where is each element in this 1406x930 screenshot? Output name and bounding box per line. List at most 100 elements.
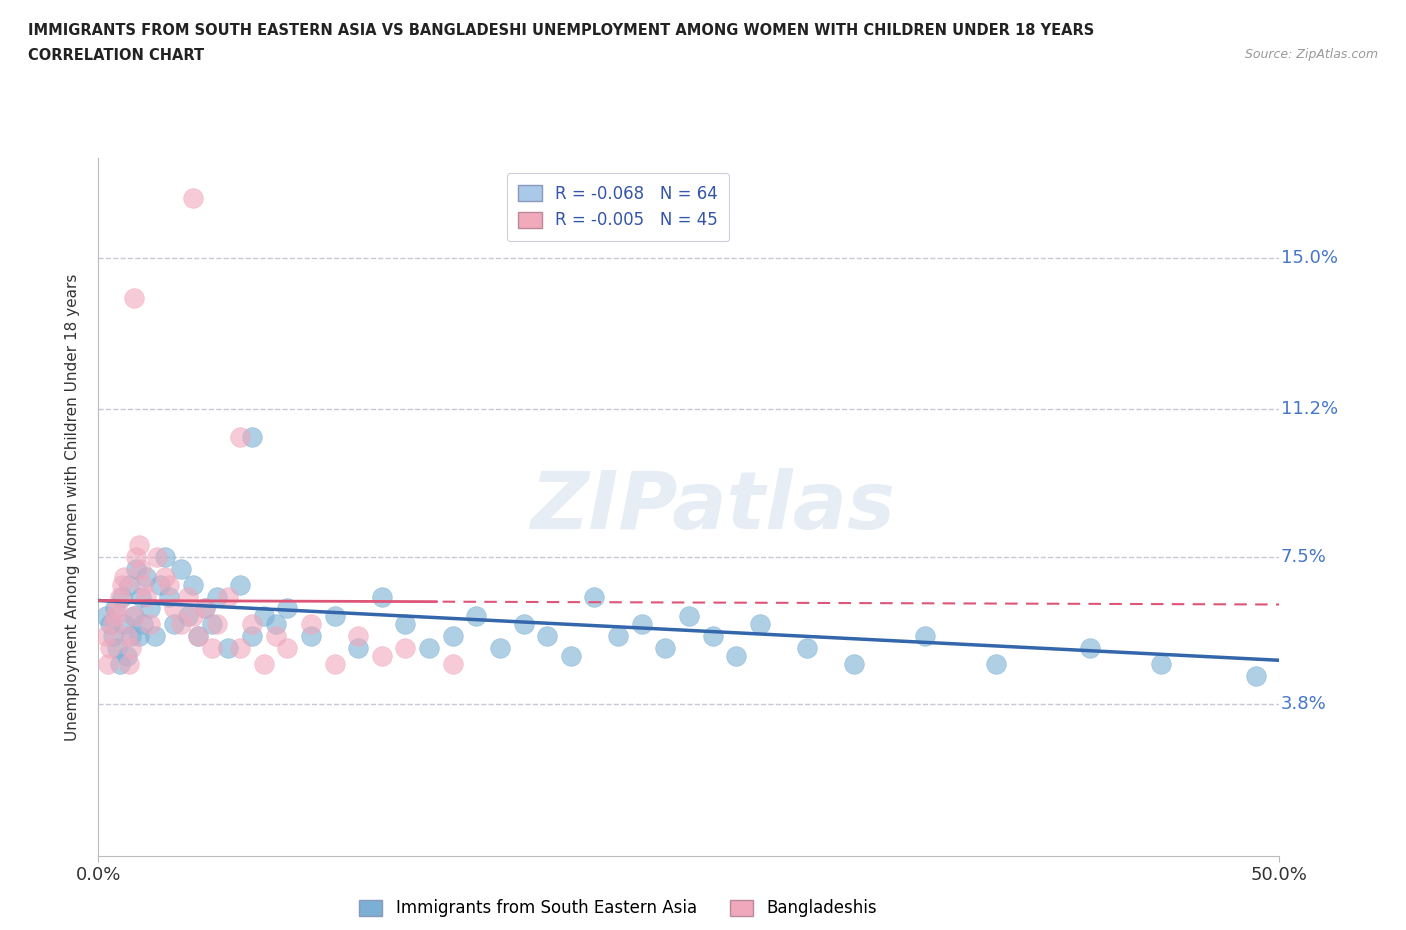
Point	[371, 589, 394, 604]
Point	[654, 641, 676, 656]
Point	[177, 589, 200, 604]
Text: IMMIGRANTS FROM SOUTH EASTERN ASIA VS BANGLADESHI UNEMPLOYMENT AMONG WOMEN WITH : IMMIGRANTS FROM SOUTH EASTERN ASIA VS BA…	[28, 23, 1094, 38]
Point	[323, 657, 346, 671]
Point	[1244, 669, 1267, 684]
Point	[111, 589, 134, 604]
Text: Source: ZipAtlas.com: Source: ZipAtlas.com	[1244, 48, 1378, 61]
Point	[347, 641, 370, 656]
Point	[394, 617, 416, 631]
Point	[181, 191, 204, 206]
Point	[560, 649, 582, 664]
Point	[240, 430, 263, 445]
Point	[108, 589, 131, 604]
Text: 15.0%: 15.0%	[1281, 248, 1337, 267]
Point	[323, 609, 346, 624]
Point	[217, 589, 239, 604]
Point	[146, 550, 169, 565]
Point	[97, 657, 120, 671]
Point	[201, 641, 224, 656]
Point	[229, 430, 252, 445]
Point	[441, 629, 464, 644]
Point	[187, 629, 209, 644]
Point	[796, 641, 818, 656]
Point	[121, 629, 143, 644]
Point	[748, 617, 770, 631]
Point	[264, 629, 287, 644]
Text: ZIPatlas: ZIPatlas	[530, 468, 896, 546]
Point	[125, 550, 148, 565]
Text: 7.5%: 7.5%	[1281, 548, 1326, 565]
Point	[394, 641, 416, 656]
Legend: Immigrants from South Eastern Asia, Bangladeshis: Immigrants from South Eastern Asia, Bang…	[352, 893, 884, 924]
Point	[101, 629, 124, 644]
Point	[441, 657, 464, 671]
Point	[678, 609, 700, 624]
Point	[299, 629, 322, 644]
Point	[157, 589, 180, 604]
Point	[121, 641, 143, 656]
Point	[118, 657, 141, 671]
Point	[135, 589, 157, 604]
Point	[240, 617, 263, 631]
Point	[132, 578, 155, 592]
Point	[583, 589, 606, 604]
Point	[149, 578, 172, 592]
Point	[205, 617, 228, 631]
Point	[104, 609, 127, 624]
Point	[139, 617, 162, 631]
Point	[128, 629, 150, 644]
Point	[170, 617, 193, 631]
Point	[163, 601, 186, 616]
Point	[1080, 641, 1102, 656]
Point	[153, 569, 176, 584]
Point	[170, 561, 193, 576]
Point	[94, 609, 117, 624]
Point	[489, 641, 512, 656]
Point	[122, 290, 145, 305]
Point	[702, 629, 724, 644]
Point	[201, 617, 224, 631]
Point	[194, 601, 217, 616]
Point	[844, 657, 866, 671]
Point	[181, 578, 204, 592]
Point	[112, 569, 135, 584]
Point	[163, 617, 186, 631]
Text: 3.8%: 3.8%	[1281, 695, 1326, 713]
Point	[194, 601, 217, 616]
Point	[229, 641, 252, 656]
Point	[122, 609, 145, 624]
Point	[205, 589, 228, 604]
Point	[512, 617, 534, 631]
Point	[129, 589, 152, 604]
Point	[115, 649, 138, 664]
Point	[115, 629, 138, 644]
Point	[253, 657, 276, 671]
Point	[132, 617, 155, 631]
Point	[607, 629, 630, 644]
Point	[725, 649, 748, 664]
Text: CORRELATION CHART: CORRELATION CHART	[28, 48, 204, 63]
Point	[240, 629, 263, 644]
Point	[187, 629, 209, 644]
Point	[347, 629, 370, 644]
Point	[984, 657, 1007, 671]
Point	[536, 629, 558, 644]
Point	[143, 629, 166, 644]
Point	[229, 578, 252, 592]
Point	[418, 641, 440, 656]
Point	[465, 609, 488, 624]
Point	[122, 609, 145, 624]
Point	[118, 578, 141, 592]
Point	[276, 641, 298, 656]
Point	[153, 550, 176, 565]
Point	[108, 657, 131, 671]
Point	[111, 578, 134, 592]
Point	[914, 629, 936, 644]
Text: 11.2%: 11.2%	[1281, 400, 1337, 418]
Point	[104, 601, 127, 616]
Point	[276, 601, 298, 616]
Point	[217, 641, 239, 656]
Y-axis label: Unemployment Among Women with Children Under 18 years: Unemployment Among Women with Children U…	[65, 273, 80, 740]
Point	[105, 641, 128, 656]
Point	[253, 609, 276, 624]
